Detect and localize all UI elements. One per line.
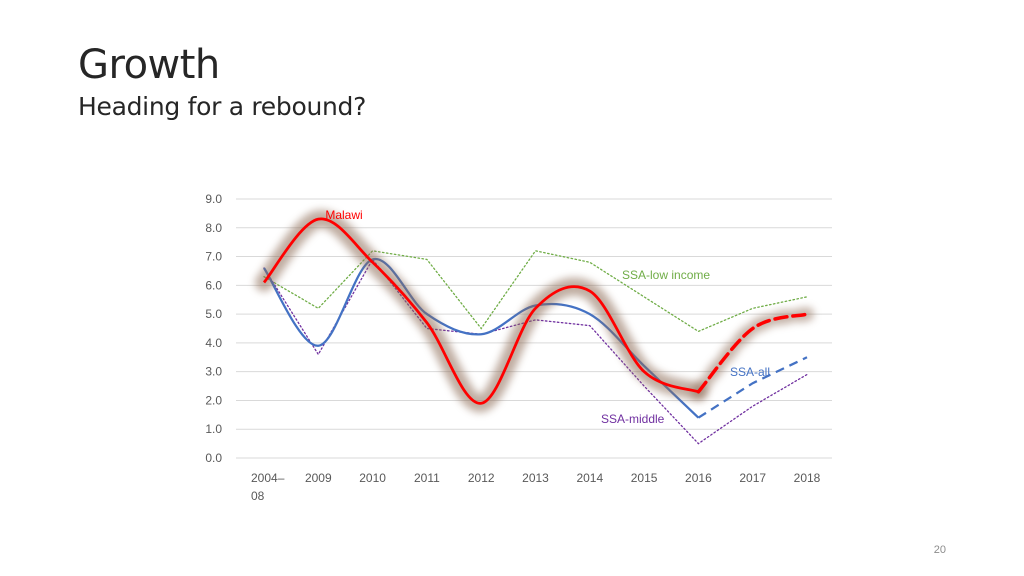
x-tick-label: 2012 — [468, 471, 495, 485]
series-forecast-line — [696, 312, 809, 394]
chart-gridlines — [236, 198, 832, 459]
slide-subtitle: Heading for a rebound? — [78, 92, 367, 121]
x-tick-label: 2011 — [414, 471, 440, 485]
y-tick-label: 6.0 — [205, 278, 222, 292]
x-tick-label: 2016 — [685, 471, 712, 485]
x-tick-label: 2014 — [576, 471, 603, 485]
series-glow — [691, 307, 814, 399]
y-tick-label: 9.0 — [205, 192, 222, 206]
x-tick-label: 2013 — [522, 471, 549, 485]
y-tick-label: 5.0 — [205, 307, 222, 321]
x-tick-label: 08 — [251, 489, 265, 503]
series-labels: SSA-low income SSA-middle SSA-all Malawi — [325, 208, 770, 426]
x-axis-ticks: 2004– 08 2009 2010 2011 2012 2013 2014 2015 2016 2… — [251, 471, 821, 503]
y-axis-ticks: 0.0 1.0 2.0 3.0 4.0 5.0 6.0 7.0 8.0 9.0 — [205, 192, 222, 465]
y-tick-label: 3.0 — [205, 365, 222, 379]
series-line — [262, 217, 699, 405]
series-ssa-low-income — [263, 250, 808, 333]
x-tick-label: 2009 — [305, 471, 332, 485]
series-line — [263, 250, 808, 333]
chart-series — [255, 210, 814, 445]
x-tick-label: 2015 — [631, 471, 658, 485]
x-tick-label: 2017 — [739, 471, 766, 485]
y-tick-label: 2.0 — [205, 393, 222, 407]
series-label-ssa-middle: SSA-middle — [601, 412, 665, 426]
series-label-malawi: Malawi — [325, 208, 362, 222]
series-label-ssa-low-income: SSA-low income — [622, 268, 710, 282]
slide-title: Growth — [78, 42, 220, 88]
x-tick-label: 2004– — [251, 471, 285, 485]
x-tick-label: 2018 — [794, 471, 821, 485]
y-tick-label: 7.0 — [205, 250, 222, 264]
series-forecast-line — [697, 356, 808, 419]
y-tick-label: 0.0 — [205, 451, 222, 465]
y-tick-label: 4.0 — [205, 336, 222, 350]
series-malawi — [255, 210, 814, 413]
y-tick-label: 8.0 — [205, 221, 222, 235]
x-tick-label: 2010 — [359, 471, 386, 485]
page-number: 20 — [933, 544, 946, 556]
y-tick-label: 1.0 — [205, 422, 222, 436]
series-ssa-all — [263, 258, 808, 419]
series-label-ssa-all: SSA-all — [730, 365, 770, 379]
series-glow — [255, 210, 708, 413]
